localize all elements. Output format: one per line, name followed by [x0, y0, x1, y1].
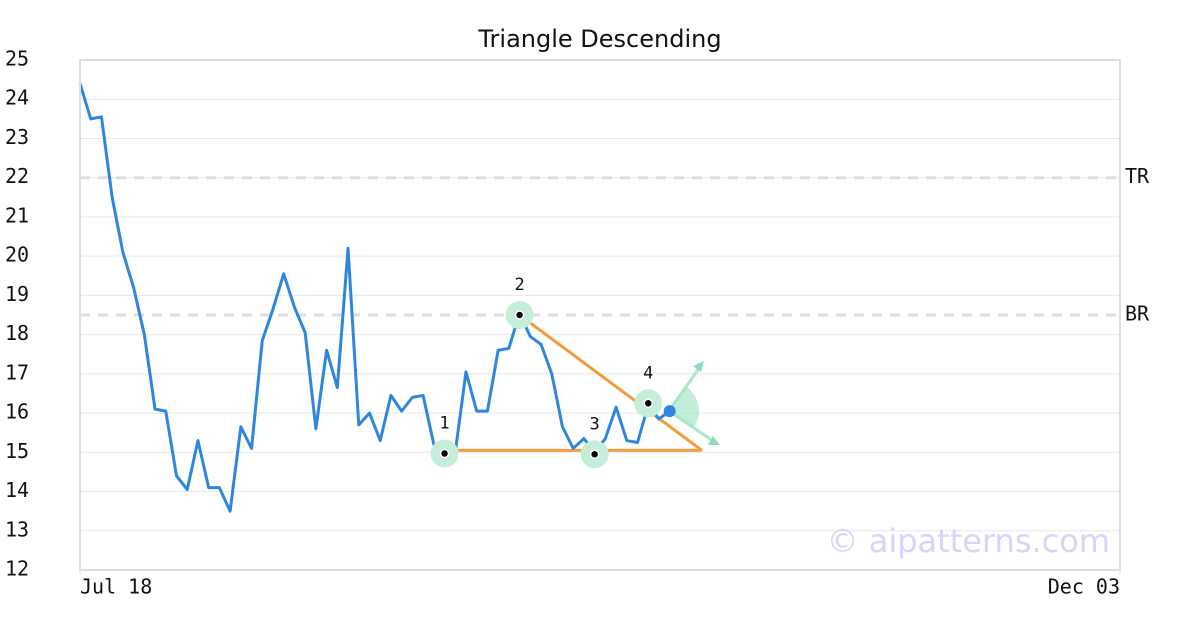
- y-tick-label: 20: [5, 243, 29, 267]
- level-label: BR: [1125, 302, 1150, 326]
- pivot-dot: [439, 448, 450, 459]
- price-line: [78, 83, 671, 513]
- projection-wedge: [669, 386, 699, 429]
- y-tick-label: 22: [5, 164, 29, 188]
- pivot-label: 1: [439, 413, 449, 433]
- y-tick-label: 23: [5, 125, 29, 149]
- y-tick-label: 14: [5, 478, 29, 502]
- y-tick-label: 25: [5, 47, 29, 71]
- last-point: [663, 405, 676, 418]
- arrow-head: [693, 361, 704, 372]
- pivot-label: 2: [514, 275, 524, 295]
- y-tick-label: 12: [5, 557, 29, 581]
- y-tick-label: 19: [5, 282, 29, 306]
- plot: [78, 83, 703, 513]
- watermark: © aipatterns.com: [827, 522, 1110, 560]
- triangle-line: [518, 313, 703, 452]
- projection: [667, 361, 720, 445]
- y-tick-label: 21: [5, 203, 29, 227]
- y-tick-label: 13: [5, 517, 29, 541]
- pivot-label: 3: [590, 414, 600, 434]
- arrow-head: [708, 436, 720, 445]
- pivot-dot: [643, 398, 653, 409]
- y-tick-label: 16: [5, 400, 29, 424]
- pivot-dot: [514, 310, 525, 320]
- projection-arrow: [668, 409, 717, 445]
- pivot-label: 4: [643, 363, 653, 383]
- chart-title: Triangle Descending: [477, 25, 721, 53]
- x-tick-label: Dec 03: [1048, 575, 1120, 599]
- y-tick-label: 15: [5, 439, 29, 463]
- x-tick-label: Jul 18: [80, 575, 152, 599]
- projection-arrow: [667, 363, 704, 412]
- level-label: TR: [1125, 164, 1150, 188]
- y-tick-label: 17: [5, 360, 29, 384]
- overlay: 1 2 3 4: [430, 275, 676, 469]
- y-tick-label: 24: [5, 86, 29, 110]
- y-tick-label: 18: [5, 321, 29, 345]
- pivot-dot: [589, 449, 600, 460]
- plot-frame: [79, 59, 1121, 571]
